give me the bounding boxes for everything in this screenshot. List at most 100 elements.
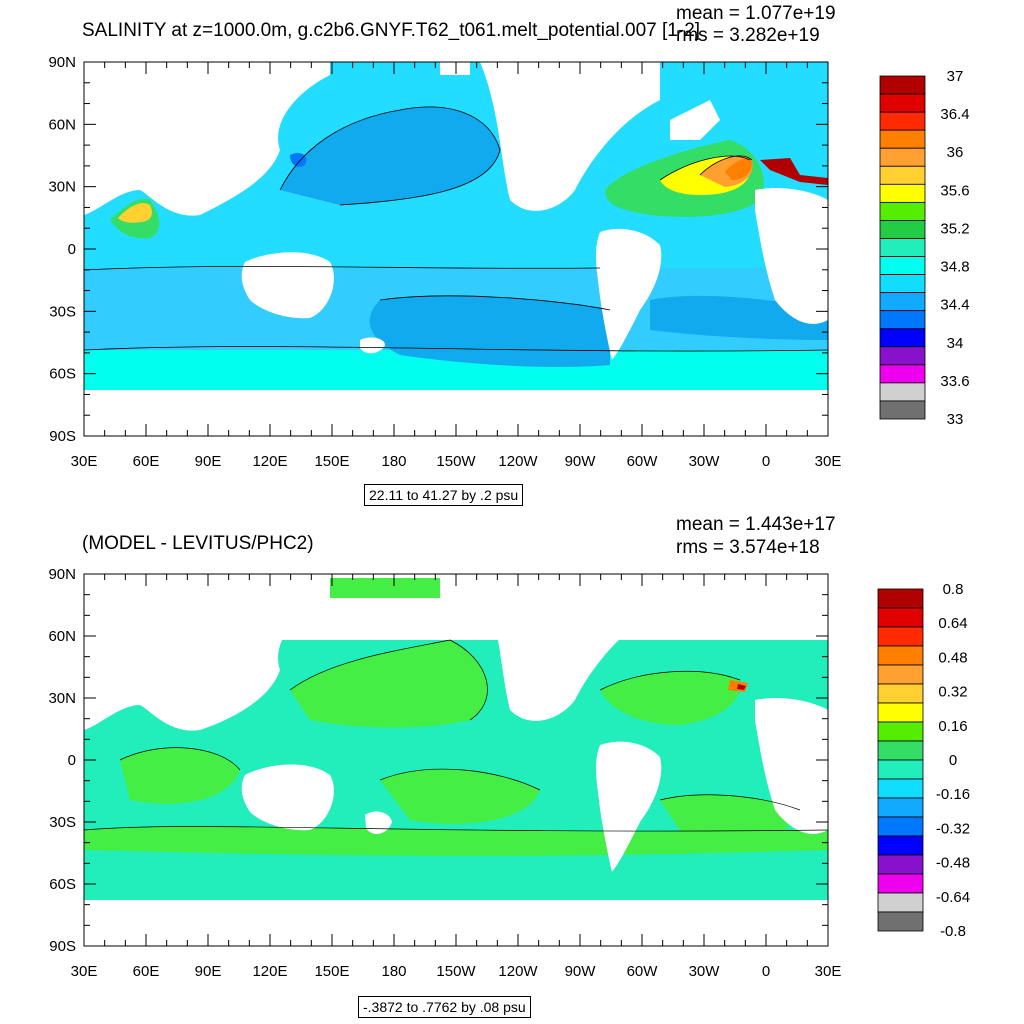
colorbar-label: -0.32 bbox=[936, 820, 970, 837]
lon-label: 90W bbox=[565, 453, 597, 470]
colorbar-swatch bbox=[879, 147, 926, 167]
lon-label: 30E bbox=[815, 963, 842, 980]
mediterranean bbox=[760, 158, 828, 185]
colorbar-label: 35.2 bbox=[940, 220, 969, 237]
lon-label: 30W bbox=[689, 453, 721, 470]
north-pacific-low bbox=[280, 106, 500, 205]
lat-label: 30N bbox=[48, 179, 76, 196]
colorbar-swatch bbox=[877, 797, 924, 818]
colorbar-swatch bbox=[877, 835, 924, 856]
colorbar-swatch bbox=[879, 346, 926, 366]
colorbar-label: 0 bbox=[949, 752, 957, 769]
south-america-2 bbox=[595, 741, 662, 872]
lon-label: 0 bbox=[762, 453, 770, 470]
arctic-anomaly bbox=[330, 578, 440, 598]
lon-label: 120E bbox=[252, 963, 287, 980]
lat-label: 90S bbox=[49, 938, 76, 955]
colorbar-swatch bbox=[877, 645, 924, 666]
colorbar-label: 0.64 bbox=[938, 615, 967, 632]
panel2-ticks bbox=[83, 573, 829, 947]
lon-label: 90E bbox=[195, 963, 222, 980]
anomaly-north-atlantic bbox=[600, 671, 741, 725]
panel2-rms: rms = 3.574e+18 bbox=[676, 537, 820, 558]
lon-label: 150W bbox=[436, 453, 476, 470]
lon-label: 180 bbox=[381, 963, 406, 980]
panel1-lon-labels: 30E 60E 90E 120E 150E 180 150W 120W 90W 60W 30W 0 30… bbox=[71, 453, 842, 470]
lon-label: 180 bbox=[381, 453, 406, 470]
colorbar-label: 0.48 bbox=[938, 649, 967, 666]
lon-label: 60E bbox=[133, 963, 160, 980]
lat-label: 60N bbox=[48, 116, 76, 133]
lon-label: 60W bbox=[627, 453, 659, 470]
africa-2 bbox=[755, 698, 828, 834]
colorbar-swatch bbox=[877, 626, 924, 647]
anomaly-indian bbox=[120, 747, 240, 804]
lon-label: 120E bbox=[252, 453, 287, 470]
colorbar-label: 34.4 bbox=[940, 297, 969, 314]
colorbar-label: 33 bbox=[947, 411, 964, 428]
colorbar-swatch bbox=[879, 93, 926, 113]
colorbar-swatch bbox=[877, 873, 924, 894]
arabian-sea-yellow bbox=[118, 203, 152, 223]
africa bbox=[755, 188, 828, 324]
colorbar-swatch bbox=[877, 607, 924, 628]
lat-label: 60S bbox=[49, 366, 76, 383]
south-pacific-low bbox=[369, 295, 610, 367]
panel2-lat-labels: 90N 60N 30N 0 30S 60S 90S bbox=[48, 566, 76, 955]
colorbar-swatch bbox=[879, 400, 926, 420]
south-america bbox=[595, 228, 662, 360]
lon-label: 120W bbox=[498, 963, 538, 980]
new-zealand bbox=[360, 337, 385, 354]
australia bbox=[241, 252, 334, 319]
lat-label: 0 bbox=[68, 241, 76, 258]
lon-label: 0 bbox=[762, 963, 770, 980]
colorbar-swatch bbox=[879, 75, 926, 95]
colorbar-label: -0.64 bbox=[936, 889, 970, 906]
panel1-range-box: 22.11 to 41.27 by .2 psu bbox=[364, 484, 524, 506]
lat-label: 60S bbox=[49, 876, 76, 893]
panel1-mean: mean = 1.077e+19 bbox=[676, 3, 836, 24]
lon-label: 90E bbox=[195, 453, 222, 470]
colorbar-swatch bbox=[879, 111, 926, 131]
colorbar-label: 36.4 bbox=[940, 106, 969, 123]
lon-label: 150E bbox=[314, 963, 349, 980]
colorbar-swatch bbox=[877, 683, 924, 704]
colorbar-label: 0.8 bbox=[943, 581, 964, 598]
panel1-ticks bbox=[83, 61, 829, 437]
north-america bbox=[480, 62, 660, 211]
lat-label: 90N bbox=[48, 54, 76, 71]
lat-label: 90S bbox=[49, 428, 76, 445]
panel1-field bbox=[84, 62, 828, 436]
colorbar-swatch bbox=[877, 911, 924, 932]
colorbar-swatch bbox=[879, 165, 926, 185]
greenland-2 bbox=[670, 590, 720, 630]
lon-label: 60E bbox=[133, 453, 160, 470]
panel2-mean: mean = 1.443e+17 bbox=[676, 514, 836, 535]
colorbar-swatch bbox=[877, 759, 924, 780]
lat-label: 30N bbox=[48, 690, 76, 707]
colorbar-swatch bbox=[879, 310, 926, 330]
panel1-lat-labels: 90N 60N 30N 0 30S 60S 90S bbox=[48, 54, 76, 445]
anomaly-south-pacific bbox=[380, 769, 540, 824]
lon-label: 90W bbox=[565, 963, 597, 980]
colorbar-label: -0.48 bbox=[936, 855, 970, 872]
colorbar-swatch bbox=[877, 892, 924, 913]
colorbar-label: 34.8 bbox=[940, 259, 969, 276]
lon-label: 60W bbox=[627, 963, 659, 980]
colorbar-label: 0.32 bbox=[938, 684, 967, 701]
lat-label: 60N bbox=[48, 628, 76, 645]
okhotsk-fresh bbox=[290, 153, 307, 167]
lon-label: 30E bbox=[71, 963, 98, 980]
lon-label: 150W bbox=[436, 963, 476, 980]
panel2-colorbar: 0.8 0.64 0.48 0.32 0.16 0 -0.16 -0.32 -0.48 -0.64… bbox=[877, 581, 970, 940]
colorbar-swatch bbox=[877, 721, 924, 742]
colorbar-label: 34 bbox=[947, 335, 964, 352]
panel1-map: 90N 60N 30N 0 30S 60S 90S 30E 60E 90E 120E 150E 180… bbox=[48, 54, 969, 470]
colorbar-swatch bbox=[879, 274, 926, 294]
lat-label: 0 bbox=[68, 752, 76, 769]
colorbar-swatch bbox=[879, 364, 926, 384]
panel2-range-box: -.3872 to .7762 by .08 psu bbox=[358, 996, 531, 1018]
panel1-rms: rms = 3.282e+19 bbox=[676, 25, 820, 46]
lon-label: 150E bbox=[314, 453, 349, 470]
lat-label: 30S bbox=[49, 814, 76, 831]
